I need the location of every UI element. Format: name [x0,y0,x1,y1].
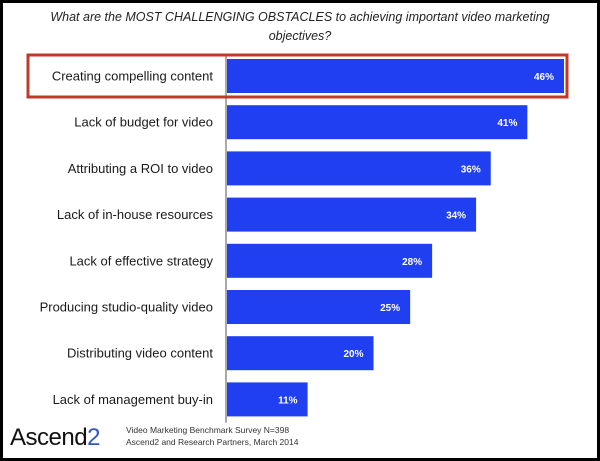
source-line-1: Video Marketing Benchmark Survey N=398 [126,425,290,435]
logo-suffix: 2 [87,424,100,451]
category-label-6: Distributing video content [67,346,213,361]
value-label-4: 28% [402,257,422,268]
value-label-6: 20% [344,349,364,360]
value-label-0: 46% [534,72,554,83]
category-label-4: Lack of effective strategy [69,253,213,268]
value-label-1: 41% [497,118,517,129]
bar-0 [227,59,564,93]
bar-3 [227,197,477,232]
ascend2-logo: Ascend2 [10,424,100,452]
category-label-5: Producing studio-quality video [40,300,213,315]
value-label-3: 34% [446,211,466,222]
bar-6 [227,336,374,371]
bar-4 [227,243,433,278]
category-label-1: Lack of budget for video [74,115,213,130]
category-label-0: Creating compelling content [52,69,214,84]
bar-7 [227,382,308,417]
source-line-2: Ascend2 and Research Partners, March 201… [126,437,299,447]
value-label-2: 36% [461,164,481,175]
bar-2 [227,151,491,186]
category-label-2: Attributing a ROI to video [68,161,213,176]
category-label-7: Lack of management buy-in [53,392,213,407]
source-note: Video Marketing Benchmark Survey N=398 A… [126,424,298,448]
bar-5 [227,290,411,324]
highlight-box [26,53,569,99]
value-label-5: 25% [380,303,400,314]
value-label-7: 11% [278,395,298,406]
logo-text: Ascend [10,424,88,451]
bar-1 [227,105,528,140]
category-label-3: Lack of in-house resources [57,207,214,222]
chart-title: What are the MOST CHALLENGING OBSTACLES … [50,10,550,43]
